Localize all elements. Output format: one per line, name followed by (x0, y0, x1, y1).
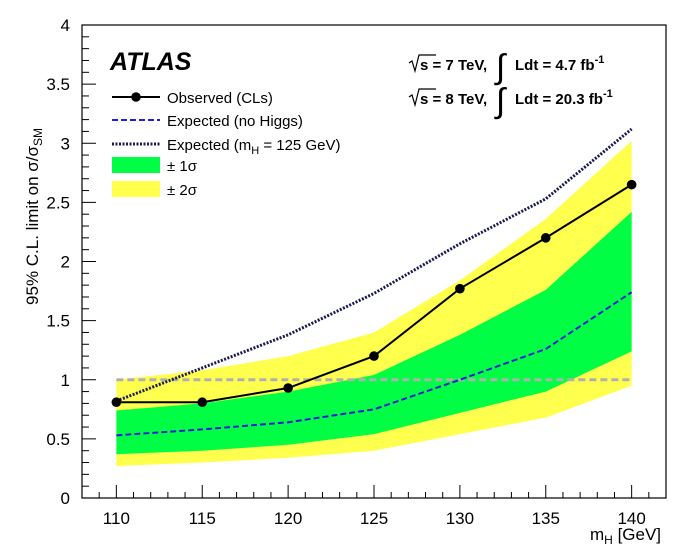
observed-point (369, 351, 379, 361)
luminosity-label: Ldt = 20.3 fb-1 (515, 88, 613, 108)
y-tick-label: 0.5 (46, 430, 70, 449)
sqrt-symbol (408, 88, 436, 108)
integral-symbol: ∫ (494, 48, 507, 86)
series-lines (111, 127, 637, 437)
x-axis-label: mH [GeV] (590, 525, 661, 545)
legend-2sigma-swatch (112, 181, 160, 197)
y-tick-label: 3.5 (46, 75, 70, 94)
x-tick-label: 125 (360, 509, 388, 528)
x-tick-label: 140 (617, 509, 645, 528)
observed-point (283, 383, 293, 393)
sqrt-symbol (408, 54, 436, 74)
y-axis-label: 95% C.L. limit on σ/σSM (23, 128, 45, 305)
x-tick-label: 120 (274, 509, 302, 528)
legend-1sigma-swatch (112, 157, 160, 173)
legend-observed-label: Observed (CLs) (167, 90, 273, 107)
legend-observed-marker (131, 92, 141, 102)
uncertainty-bands (116, 140, 632, 467)
legend-expected125-label: Expected (mH = 125 GeV) (167, 137, 340, 157)
experiment-label: ATLAS (109, 48, 192, 76)
y-tick-label: 1.5 (46, 312, 70, 331)
legend-2sigma-label: ± 2σ (167, 182, 198, 199)
legend-expected-label: Expected (no Higgs) (167, 113, 303, 130)
observed-point (111, 397, 122, 408)
y-tick-label: 1 (61, 371, 70, 390)
band-1sigma (116, 211, 632, 455)
observed-point (197, 397, 208, 408)
integral-symbol: ∫ (494, 82, 507, 120)
y-tick-label: 2 (61, 253, 70, 272)
x-tick-label: 135 (532, 509, 560, 528)
x-tick-label: 110 (103, 509, 130, 528)
y-tick-label: 0 (61, 489, 70, 508)
axis-ticks: 110 115 120 125 130 135 140 0 0.5 1 1.5 2 2.5 3 3.5 4 (46, 16, 667, 528)
series-line-expected-no-higgs (116, 291, 633, 437)
series-line-expected-mh125 (115, 127, 633, 403)
x-tick-label: 130 (446, 509, 474, 528)
y-tick-label: 3 (61, 134, 70, 153)
observed-point (626, 179, 637, 190)
y-tick-label: 2.5 (46, 193, 70, 212)
x-tick-label: 115 (189, 509, 216, 528)
luminosity-label: Ldt = 4.7 fb-1 (515, 54, 604, 74)
axis-labels: mH [GeV] 95% C.L. limit on σ/σSM (23, 128, 661, 545)
observed-point (540, 233, 551, 243)
sqrt-s-label: s = 8 TeV, (420, 91, 487, 108)
observed-point (455, 283, 465, 294)
y-tick-label: 4 (61, 16, 70, 35)
legend-1sigma-label: ± 1σ (167, 158, 198, 175)
annotations: ATLAS s = 7 TeV, ∫ Ldt = 4.7 fb-1 s = 8 TeV,… (109, 48, 613, 120)
sqrt-s-label: s = 7 TeV, (420, 57, 487, 74)
legend: Observed (CLs) Expected (no Higgs) Expecte… (112, 90, 340, 199)
